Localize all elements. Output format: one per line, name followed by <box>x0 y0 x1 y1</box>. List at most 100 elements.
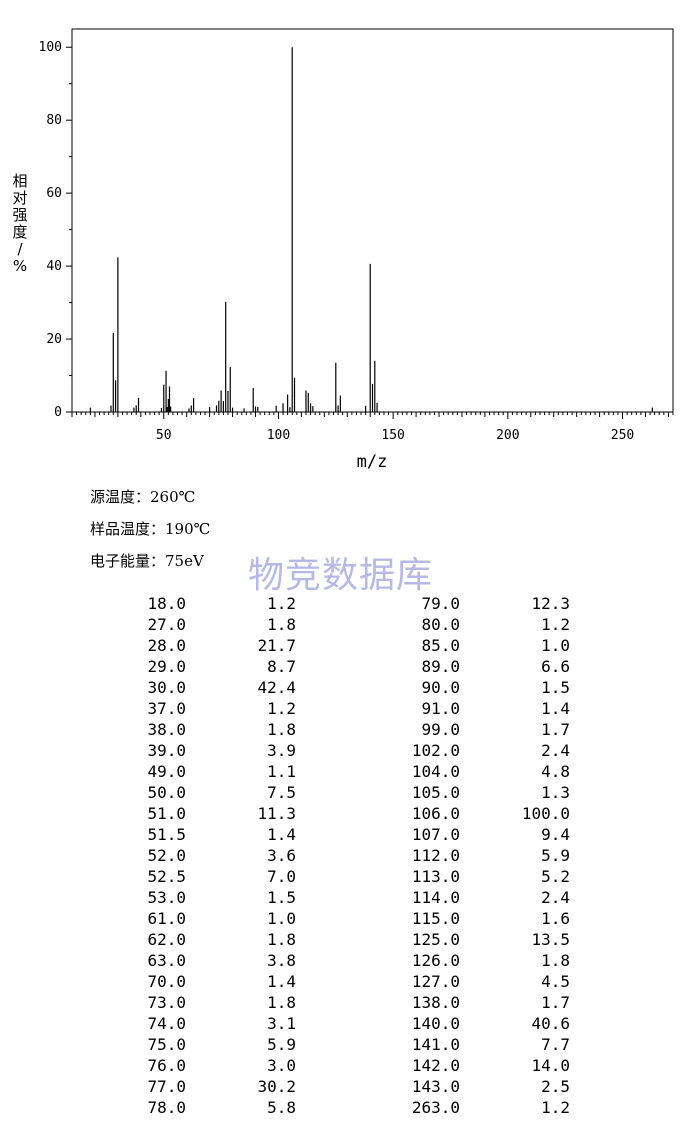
intensity-value: 1.2 <box>541 1098 570 1117</box>
source-temperature: 源温度：260℃ <box>90 488 196 506</box>
intensity-value: 1.4 <box>267 972 296 991</box>
mz-value: 18.0 <box>147 594 186 613</box>
mz-value: 27.0 <box>147 615 186 634</box>
intensity-value: 7.7 <box>541 1035 570 1054</box>
y-tick-label: 80 <box>46 113 62 128</box>
y-axis-ticks: 0 20 40 60 80 100 <box>39 40 72 420</box>
mz-value: 138.0 <box>411 993 460 1012</box>
intensity-value: 4.8 <box>541 762 570 781</box>
mz-value: 112.0 <box>411 846 460 865</box>
intensity-value: 1.1 <box>267 762 296 781</box>
intensity-value: 42.4 <box>257 678 296 697</box>
intensity-value: 1.8 <box>267 720 296 739</box>
intensity-value: 1.5 <box>541 678 570 697</box>
table-row: 61.0 1.0 115.0 1.6 <box>0 908 696 929</box>
mz-value: 99.0 <box>421 720 460 739</box>
mz-value: 85.0 <box>421 636 460 655</box>
mz-value: 79.0 <box>421 594 460 613</box>
table-row: 75.0 5.9 141.0 7.7 <box>0 1034 696 1055</box>
intensity-value: 30.2 <box>257 1077 296 1096</box>
y-tick-label: 0 <box>54 405 62 420</box>
mz-value: 142.0 <box>411 1056 460 1075</box>
table-row: 50.0 7.5 105.0 1.3 <box>0 782 696 803</box>
mz-value: 70.0 <box>147 972 186 991</box>
mz-value: 49.0 <box>147 762 186 781</box>
x-tick-label: 150 <box>381 428 404 443</box>
x-tick-label: 200 <box>496 428 519 443</box>
table-row: 27.0 1.8 80.0 1.2 <box>0 614 696 635</box>
mz-value: 52.5 <box>147 867 186 886</box>
mz-value: 29.0 <box>147 657 186 676</box>
intensity-value: 5.9 <box>541 846 570 865</box>
intensity-value: 9.4 <box>541 825 570 844</box>
mz-value: 78.0 <box>147 1098 186 1117</box>
table-row: 30.0 42.4 90.0 1.5 <box>0 677 696 698</box>
watermark: 物竞数据库 <box>248 555 434 596</box>
mz-value: 126.0 <box>411 951 460 970</box>
mz-value: 51.0 <box>147 804 186 823</box>
mz-value: 127.0 <box>411 972 460 991</box>
table-row: 39.0 3.9 102.0 2.4 <box>0 740 696 761</box>
table-row: 74.0 3.1 140.0 40.6 <box>0 1013 696 1034</box>
mz-value: 39.0 <box>147 741 186 760</box>
intensity-value: 13.5 <box>531 930 570 949</box>
mz-value: 104.0 <box>411 762 460 781</box>
mass-spectrum-chart: 50 100 150 200 250 0 20 40 60 80 100 m/z 相对强度/% <box>12 28 674 472</box>
mz-value: 76.0 <box>147 1056 186 1075</box>
x-axis-label: m/z <box>357 452 388 472</box>
table-row: 70.0 1.4 127.0 4.5 <box>0 971 696 992</box>
intensity-value: 3.9 <box>267 741 296 760</box>
intensity-value: 1.2 <box>267 699 296 718</box>
peak-bars <box>89 47 653 412</box>
mz-value: 113.0 <box>411 867 460 886</box>
table-row: 37.0 1.2 91.0 1.4 <box>0 698 696 719</box>
y-tick-label: 100 <box>39 40 62 55</box>
intensity-value: 1.5 <box>267 888 296 907</box>
mz-value: 62.0 <box>147 930 186 949</box>
intensity-value: 1.4 <box>541 699 570 718</box>
intensity-value: 1.6 <box>541 909 570 928</box>
table-row: 29.0 8.7 89.0 6.6 <box>0 656 696 677</box>
mz-value: 28.0 <box>147 636 186 655</box>
table-row: 73.0 1.8 138.0 1.7 <box>0 992 696 1013</box>
mz-value: 30.0 <box>147 678 186 697</box>
y-tick-label: 20 <box>46 332 62 347</box>
intensity-value: 1.2 <box>541 615 570 634</box>
table-row: 52.5 7.0 113.0 5.2 <box>0 866 696 887</box>
intensity-value: 1.0 <box>267 909 296 928</box>
mz-value: 77.0 <box>147 1077 186 1096</box>
intensity-value: 8.7 <box>267 657 296 676</box>
mz-value: 50.0 <box>147 783 186 802</box>
intensity-value: 1.8 <box>541 951 570 970</box>
table-row: 49.0 1.1 104.0 4.8 <box>0 761 696 782</box>
mz-value: 51.5 <box>147 825 186 844</box>
x-tick-label: 50 <box>156 428 172 443</box>
mz-value: 80.0 <box>421 615 460 634</box>
mz-value: 53.0 <box>147 888 186 907</box>
y-axis-label: 相对强度/% <box>12 172 27 275</box>
mz-value: 263.0 <box>411 1098 460 1117</box>
intensity-value: 7.0 <box>267 867 296 886</box>
intensity-value: 14.0 <box>531 1056 570 1075</box>
mz-value: 107.0 <box>411 825 460 844</box>
intensity-value: 1.7 <box>541 993 570 1012</box>
table-row: 28.0 21.7 85.0 1.0 <box>0 635 696 656</box>
mz-value: 37.0 <box>147 699 186 718</box>
mz-value: 115.0 <box>411 909 460 928</box>
mz-value: 102.0 <box>411 741 460 760</box>
intensity-value: 40.6 <box>531 1014 570 1033</box>
intensity-value: 12.3 <box>531 594 570 613</box>
electron-energy: 电子能量：75eV <box>90 552 204 570</box>
table-row: 51.5 1.4 107.0 9.4 <box>0 824 696 845</box>
mz-value: 73.0 <box>147 993 186 1012</box>
intensity-value: 1.3 <box>541 783 570 802</box>
intensity-value: 1.4 <box>267 825 296 844</box>
mz-value: 91.0 <box>421 699 460 718</box>
table-row: 51.0 11.3 106.0 100.0 <box>0 803 696 824</box>
plot-frame <box>71 28 674 413</box>
intensity-value: 4.5 <box>541 972 570 991</box>
table-row: 52.0 3.6 112.0 5.9 <box>0 845 696 866</box>
mz-value: 61.0 <box>147 909 186 928</box>
intensity-value: 1.8 <box>267 615 296 634</box>
intensity-value: 1.8 <box>267 993 296 1012</box>
